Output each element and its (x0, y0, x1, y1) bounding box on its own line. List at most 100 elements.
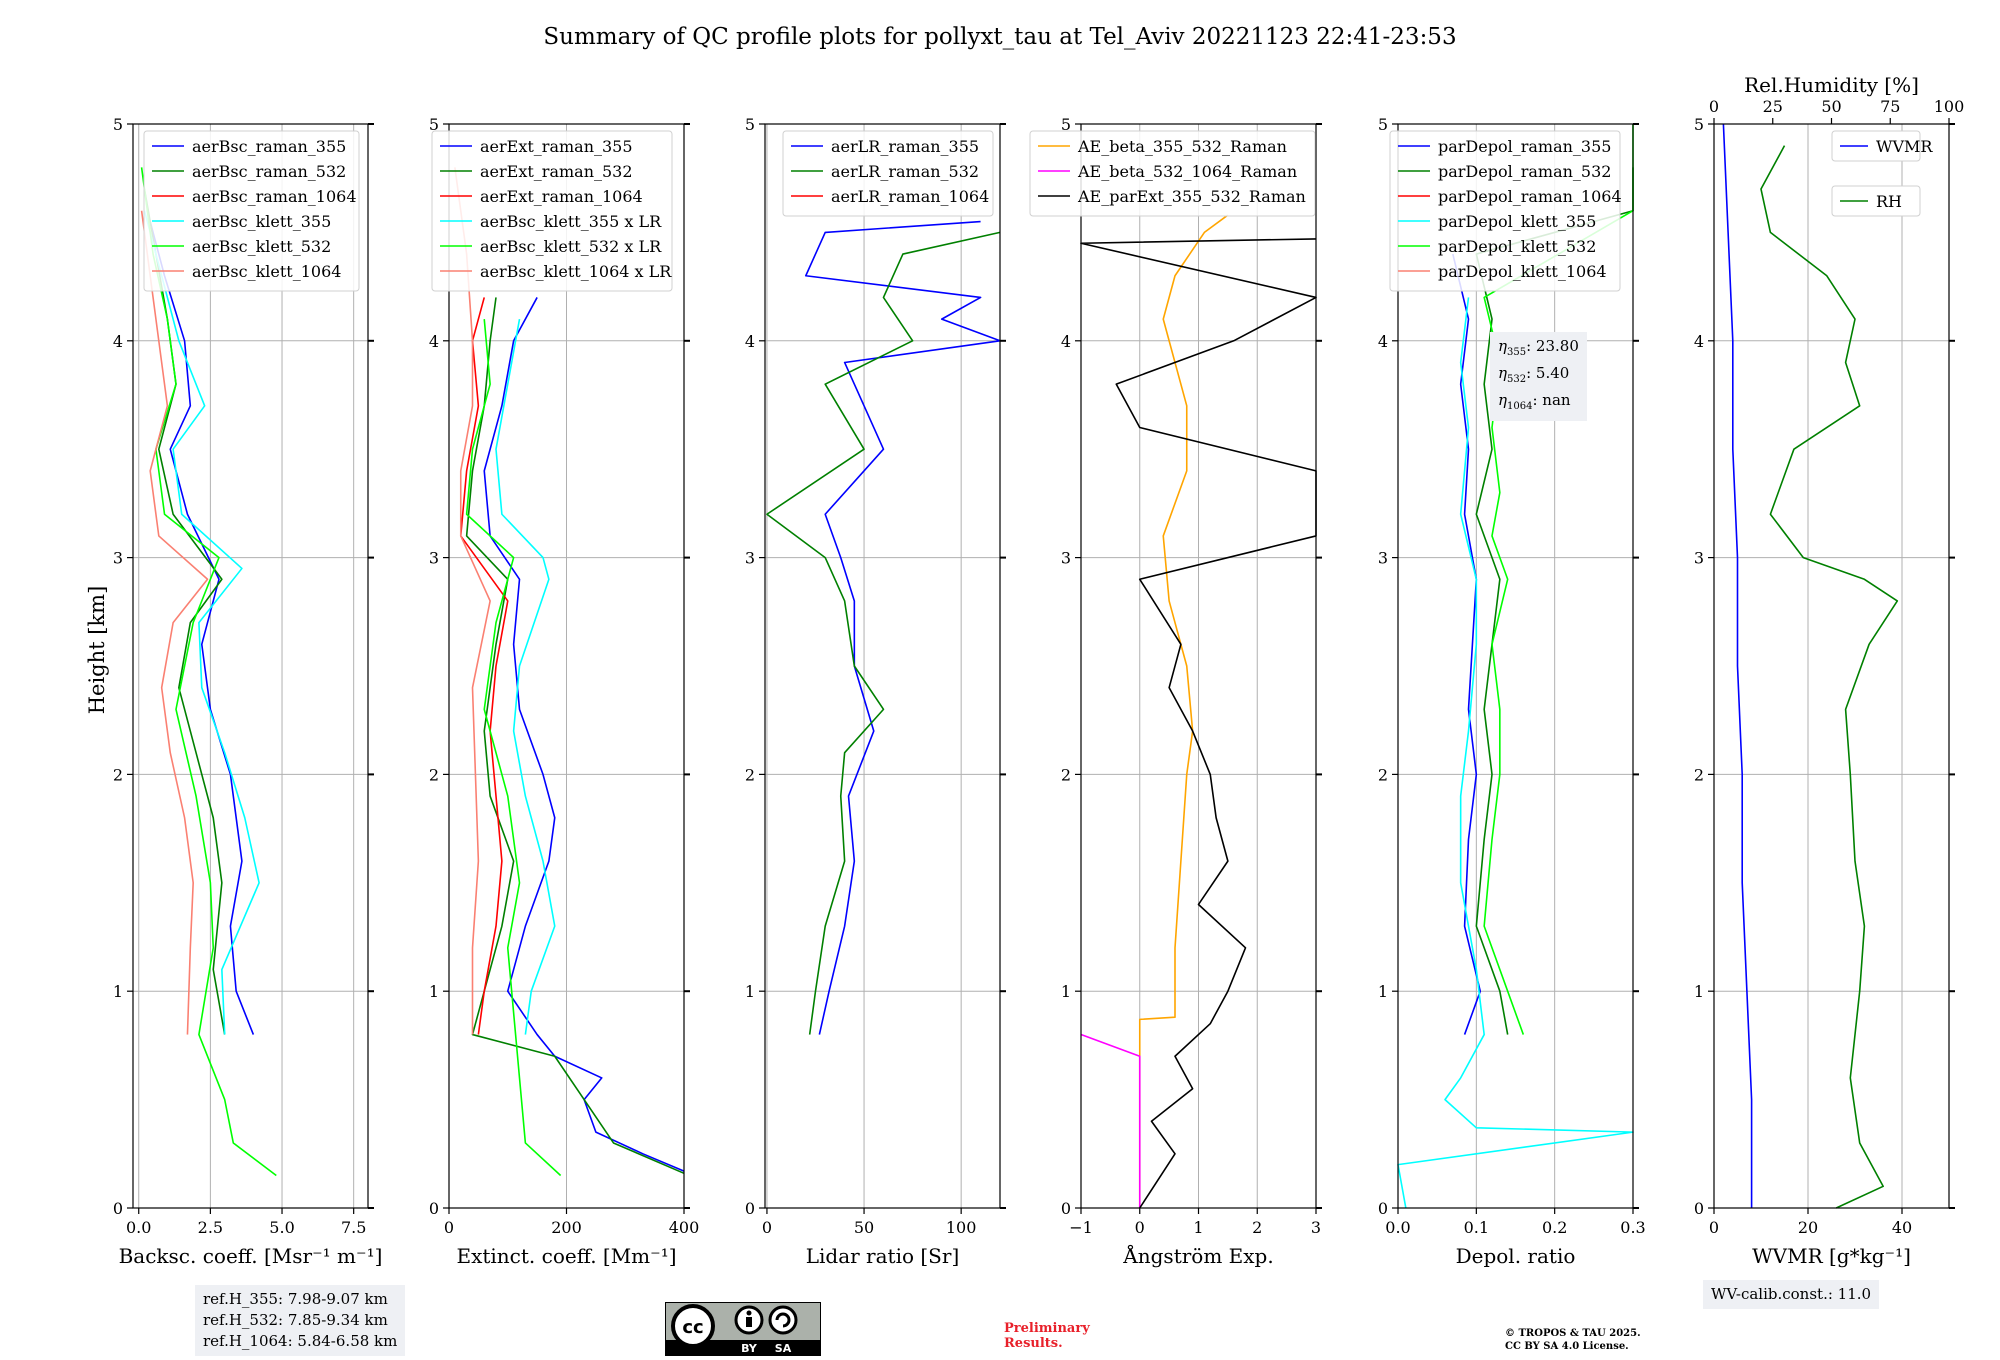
eta-1064: η1064: nan (1498, 391, 1571, 412)
x-tick-label: 1 (1193, 1218, 1203, 1237)
y-tick-label: 1 (429, 982, 439, 1001)
y-tick-label: 1 (113, 982, 123, 1001)
legend-entry: RH (1876, 192, 1902, 211)
top-x-axis-label: Rel.Humidity [%] (1744, 73, 1919, 97)
y-tick-label: 0 (113, 1199, 123, 1218)
x-tick-label: 0.1 (1464, 1218, 1489, 1237)
panel-ext: 0 1 2 3 4 5 0 200 400 Extinct. coeff. [Mm⁻¹] aerEx… (429, 115, 699, 1268)
plot-frame (764, 123, 1001, 1209)
panels: 0 1 2 3 4 5 0.0 2.5 5.0 7.5 Backsc. coeff. [Msr⁻¹ … (113, 73, 1964, 1268)
eta-355: η355: 23.80 (1498, 337, 1579, 358)
series-line-AE_beta_355_532_Raman (1138, 214, 1229, 1208)
y-tick-label: 0 (1061, 1199, 1071, 1218)
legend-entry: aerLR_raman_532 (831, 162, 979, 181)
y-tick-label: 3 (429, 549, 439, 568)
series-line-WVMR (1722, 123, 1753, 1208)
y-tick-label: 5 (1694, 115, 1704, 134)
x-tick-label: 200 (551, 1218, 582, 1237)
legend-entry: aerBsc_raman_1064 (192, 187, 357, 206)
series-line-aerBsc_klett_1064 (140, 210, 209, 1035)
refh-532: ref.H_532: 7.85-9.34 km (203, 1311, 388, 1329)
legend: AE_beta_355_532_Raman AE_beta_532_1064_Ra… (1029, 130, 1316, 217)
legend-entry: aerBsc_raman_355 (192, 137, 346, 156)
series-line-aerBsc_klett_1064 x LR (454, 167, 491, 1035)
y-tick-label: 4 (1378, 332, 1388, 351)
legend-entry: parDepol_klett_355 (1438, 212, 1596, 231)
legend-entry: aerBsc_klett_355 x LR (480, 212, 662, 231)
y-tick-label: 3 (745, 549, 755, 568)
eta-532: η532: 5.40 (1498, 364, 1570, 385)
y-tick-label: 5 (429, 115, 439, 134)
x-tick-label: 20 (1798, 1218, 1818, 1237)
series-line-aerBsc_klett_355 x LR (495, 318, 556, 1035)
panel-depol: 0 1 2 3 4 5 0.0 0.1 0.2 0.3 Depol. ratio parDepol_r… (1378, 115, 1646, 1268)
legend: aerLR_raman_355 aerLR_raman_532 aerLR_rama… (782, 130, 994, 217)
x-tick-label: 7.5 (341, 1218, 366, 1237)
y-tick-label: 2 (1378, 765, 1388, 784)
series-line-AE_parExt_355_532_Raman (1080, 238, 1317, 1209)
x-tick-label: 0.0 (1385, 1218, 1410, 1237)
y-tick-label: 2 (745, 765, 755, 784)
series-line-aerBsc_klett_532 (140, 167, 277, 1177)
y-tick-label: 2 (429, 765, 439, 784)
series-line-aerLR_raman_355 (804, 220, 1001, 1035)
y-tick-label: 1 (1694, 982, 1704, 1001)
copyright-line-2: CC BY SA 4.0 License. (1505, 1341, 1629, 1352)
x-tick-label: 5.0 (269, 1218, 294, 1237)
x-tick-label: 100 (946, 1218, 977, 1237)
y-tick-label: 0 (745, 1199, 755, 1218)
legend-entry: AE_beta_532_1064_Raman (1077, 162, 1297, 181)
cc-by-sa-logo: cc BY SA (665, 1302, 821, 1356)
panel-bsc: 0 1 2 3 4 5 0.0 2.5 5.0 7.5 Backsc. coeff. [Msr⁻¹ … (113, 115, 383, 1268)
series-line-aerBsc_raman_532 (143, 188, 226, 1035)
legend-entry: parDepol_raman_355 (1438, 137, 1611, 156)
legend-entry: aerBsc_raman_532 (192, 162, 346, 181)
preliminary-note: Preliminary Results. (1004, 1321, 1090, 1351)
legend-entry: AE_beta_355_532_Raman (1077, 137, 1287, 156)
x-tick-label: 2.5 (198, 1218, 223, 1237)
copyright-line-1: © TROPOS & TAU 2025. (1505, 1328, 1641, 1339)
refh-1064: ref.H_1064: 5.84-6.58 km (203, 1332, 398, 1350)
figure-title: Summary of QC profile plots for pollyxt_… (543, 24, 1456, 50)
x-axis-label: Depol. ratio (1456, 1244, 1576, 1268)
legend-entry: aerBsc_klett_532 x LR (480, 237, 662, 256)
y-tick-label: 4 (1694, 332, 1704, 351)
x-axis-label: Extinct. coeff. [Mm⁻¹] (456, 1244, 676, 1268)
legend-entry: parDepol_klett_1064 (1438, 262, 1607, 281)
series-line-aerBsc_klett_355 (143, 210, 260, 1035)
y-tick-label: 2 (1061, 765, 1071, 784)
top-x-tick-label: 100 (1934, 97, 1965, 116)
series-line-AE_beta_532_1064_Raman (1080, 1033, 1141, 1208)
y-tick-label: 1 (745, 982, 755, 1001)
legend-frame (143, 130, 360, 292)
refh-355: ref.H_355: 7.98-9.07 km (203, 1290, 388, 1308)
plot-frame (1397, 123, 1634, 1209)
legend-frame (1831, 185, 1921, 217)
legend: WVMR RH (1831, 130, 1933, 217)
series-line-parDepol_klett_532 (1483, 124, 1634, 1035)
legend: parDepol_raman_355 parDepol_raman_532 parD… (1389, 130, 1622, 292)
legend-entry: aerExt_raman_355 (480, 137, 633, 156)
legend-frame (782, 130, 994, 217)
x-axis-label: Lidar ratio [Sr] (806, 1244, 960, 1268)
y-axis-label: Height [km] (85, 586, 109, 715)
x-tick-label: 0.3 (1620, 1218, 1645, 1237)
y-tick-label: 1 (1061, 982, 1071, 1001)
top-x-tick-label: 0 (1709, 97, 1719, 116)
y-tick-label: 2 (1694, 765, 1704, 784)
x-tick-label: 0.0 (126, 1218, 151, 1237)
y-tick-label: 0 (429, 1199, 439, 1218)
x-tick-label: 3 (1311, 1218, 1321, 1237)
preliminary-line-1: Preliminary (1004, 1321, 1090, 1336)
y-tick-label: 3 (113, 549, 123, 568)
legend-frame (431, 130, 673, 292)
series-line-aerExt_raman_1064 (459, 297, 509, 1035)
legend-entry: aerBsc_klett_1064 (192, 262, 341, 281)
x-tick-label: 0 (1135, 1218, 1145, 1237)
x-tick-label: 0 (444, 1218, 454, 1237)
y-tick-label: 3 (1061, 549, 1071, 568)
legend-entry: aerExt_raman_532 (480, 162, 633, 181)
